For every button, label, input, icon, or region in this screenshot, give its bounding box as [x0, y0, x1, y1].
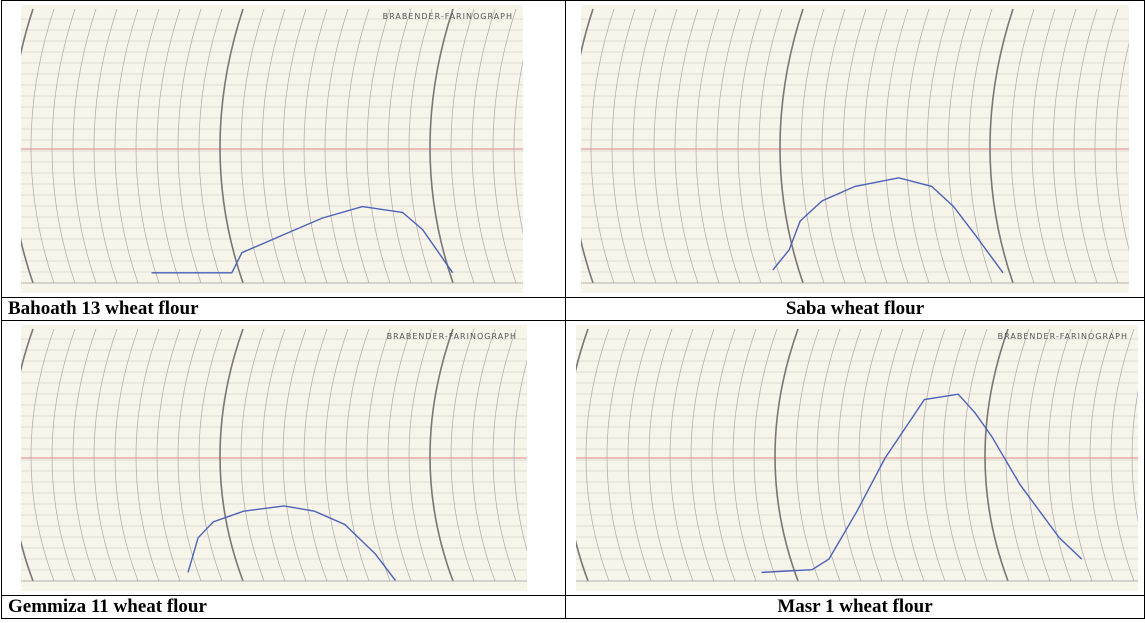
page: BRABENDER-FARINOGRAPH Bahoath 13 wheat f…: [0, 0, 1145, 623]
caption: Saba wheat flour: [566, 298, 1145, 321]
caption: Bahoath 13 wheat flour: [2, 298, 566, 321]
panel-cell: BRABENDER-FARINOGRAPH: [566, 321, 1145, 596]
chart-header: BRABENDER-FARINOGRAPH: [998, 332, 1128, 341]
farinogram: BRABENDER-FARINOGRAPH: [21, 5, 523, 293]
farinogram: BRABENDER-FARINOGRAPH: [576, 325, 1138, 591]
figure-table: BRABENDER-FARINOGRAPH Bahoath 13 wheat f…: [1, 0, 1145, 619]
chart-header: BRABENDER-FARINOGRAPH: [387, 332, 517, 341]
caption: Masr 1 wheat flour: [566, 596, 1145, 619]
farinogram: [581, 5, 1129, 293]
chart-header: BRABENDER-FARINOGRAPH: [383, 12, 513, 21]
panel-cell: BRABENDER-FARINOGRAPH: [2, 321, 566, 596]
panel-cell: [566, 1, 1145, 298]
caption: Gemmiza 11 wheat flour: [2, 596, 566, 619]
farinogram: BRABENDER-FARINOGRAPH: [21, 325, 527, 591]
panel-cell: BRABENDER-FARINOGRAPH: [2, 1, 566, 298]
